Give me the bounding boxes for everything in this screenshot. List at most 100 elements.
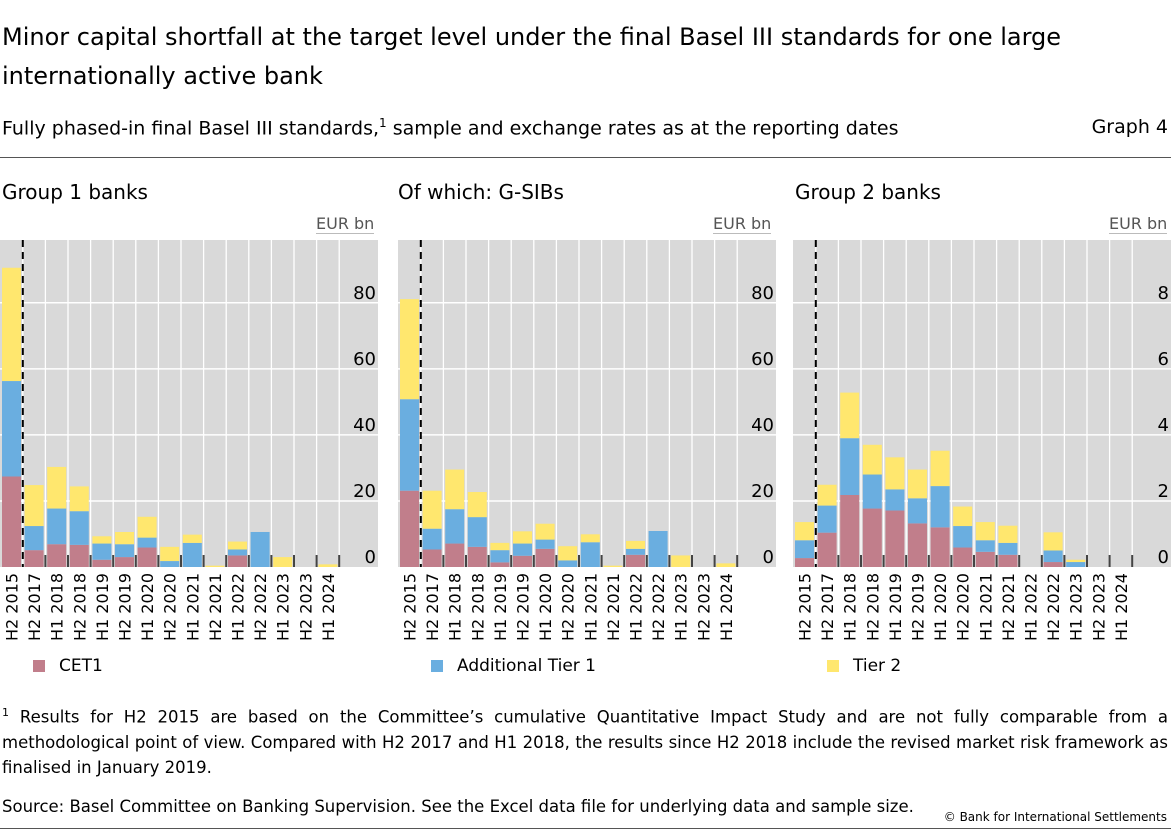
bar-tier-2	[24, 485, 44, 527]
bar-cet1	[69, 544, 89, 567]
x-tick-label: H2 2021	[999, 573, 1018, 641]
bar-tier-2	[626, 540, 645, 549]
bar-cet1	[998, 554, 1018, 567]
panel-title-group2: Group 2 banks	[795, 180, 941, 204]
panel-group2-chart: 0 2 4 6 8 H2 2015 H2 2017 H1 2018 H2 2018 H1 2019…	[793, 240, 1171, 641]
x-tick-label: H2 2018	[468, 573, 487, 641]
x-tick-label: H1 2021	[183, 573, 202, 641]
bar-additional-tier-1	[490, 550, 510, 563]
bar-additional-tier-1	[513, 543, 532, 556]
y-tick-label: 60	[353, 349, 376, 370]
bar-tier-2	[1043, 532, 1063, 551]
bar-cet1	[422, 549, 442, 567]
x-tick-label: H2 2021	[206, 573, 225, 641]
bar-additional-tier-1	[862, 474, 882, 509]
bar-additional-tier-1	[137, 537, 157, 548]
y-tick-label: 20	[353, 481, 376, 502]
bar-cet1	[24, 550, 44, 567]
y-tick-label: 60	[751, 349, 774, 370]
bar-additional-tier-1	[2, 381, 21, 477]
x-tick-label: H1 2020	[931, 573, 950, 641]
legend-swatch-cet1	[33, 660, 45, 672]
bar-additional-tier-1	[69, 511, 89, 545]
bar-tier-2	[930, 450, 950, 487]
top-divider	[0, 157, 1171, 158]
bar-tier-2	[603, 565, 623, 567]
legend-swatch-tier2	[827, 660, 839, 672]
bar-additional-tier-1	[47, 508, 67, 545]
footnote: 1 Results for H2 2015 are based on the C…	[2, 700, 1168, 780]
x-tick-label: H1 2021	[976, 573, 995, 641]
bar-additional-tier-1	[885, 489, 905, 511]
unit-label-gsibs: EUR bn	[713, 214, 772, 234]
bar-cet1	[92, 559, 112, 567]
bar-tier-2	[400, 299, 419, 400]
chart-title: Minor capital shortfall at the target le…	[2, 23, 1062, 90]
y-tick-label: 40	[353, 415, 376, 436]
x-tick-label: H2 2022	[251, 573, 270, 641]
footnote-text: Results for H2 2015 are based on the Com…	[2, 707, 1168, 777]
y-tick-label: 4	[1158, 415, 1169, 436]
bar-cet1	[490, 562, 510, 567]
subtitle-text-rest: sample and exchange rates as at the repo…	[386, 117, 899, 140]
x-tick-label: H2 2020	[161, 573, 180, 641]
bar-additional-tier-1	[24, 526, 44, 551]
x-tick-label: H1 2023	[672, 573, 691, 641]
bar-cet1	[535, 548, 555, 567]
bar-tier-2	[273, 557, 293, 567]
x-tick-label: H1 2021	[581, 573, 600, 641]
bar-additional-tier-1	[467, 517, 487, 547]
x-tick-label: H1 2018	[48, 573, 67, 641]
bar-cet1	[975, 551, 995, 567]
bar-additional-tier-1	[908, 498, 927, 524]
bar-additional-tier-1	[998, 542, 1018, 555]
bar-additional-tier-1	[160, 561, 180, 567]
panel-title-gsibs: Of which: G-SIBs	[398, 180, 564, 204]
bar-tier-2	[422, 490, 442, 529]
bar-tier-2	[160, 546, 180, 562]
x-tick-label: H2 2019	[909, 573, 928, 641]
y-tick-label: 2	[1158, 481, 1169, 502]
bar-tier-2	[817, 484, 837, 506]
legend-tier2: Tier 2	[827, 656, 901, 676]
x-tick-label: H2 2021	[604, 573, 623, 641]
x-tick-label: H1 2024	[717, 573, 736, 641]
bar-tier-2	[1066, 559, 1086, 563]
bar-additional-tier-1	[250, 531, 270, 567]
x-tick-label: H2 2019	[514, 573, 533, 641]
legend-swatch-at1	[431, 660, 443, 672]
x-tick-label: H2 2019	[116, 573, 135, 641]
bar-additional-tier-1	[1043, 550, 1063, 563]
bar-additional-tier-1	[930, 486, 950, 528]
bar-tier-2	[2, 267, 21, 382]
bar-tier-2	[182, 534, 202, 543]
graph-number: Graph 4	[1091, 116, 1168, 138]
bar-additional-tier-1	[182, 542, 202, 567]
y-tick-label: 80	[751, 283, 774, 304]
bar-additional-tier-1	[648, 530, 668, 567]
bar-tier-2	[115, 531, 134, 545]
legend-at1: Additional Tier 1	[431, 656, 596, 676]
y-tick-label: 40	[751, 415, 774, 436]
bar-cet1	[795, 558, 814, 567]
bar-additional-tier-1	[92, 543, 112, 560]
bar-tier-2	[975, 522, 995, 541]
bar-tier-2	[885, 457, 905, 490]
bar-tier-2	[228, 541, 247, 550]
y-tick-label: 20	[751, 481, 774, 502]
bar-cet1	[626, 554, 645, 567]
source-note: Source: Basel Committee on Banking Super…	[2, 797, 914, 816]
bar-additional-tier-1	[115, 544, 134, 558]
unit-label-group1: EUR bn	[316, 214, 375, 234]
x-tick-label: H2 2018	[70, 573, 89, 641]
bar-tier-2	[513, 531, 532, 544]
x-tick-label: H2 2017	[818, 573, 837, 641]
bar-tier-2	[92, 536, 112, 544]
bar-additional-tier-1	[953, 526, 973, 548]
bar-additional-tier-1	[840, 438, 860, 495]
x-tick-label: H1 2019	[491, 573, 510, 641]
bar-cet1	[930, 527, 950, 567]
x-tick-label: H2 2022	[1044, 573, 1063, 641]
bar-additional-tier-1	[558, 560, 578, 567]
